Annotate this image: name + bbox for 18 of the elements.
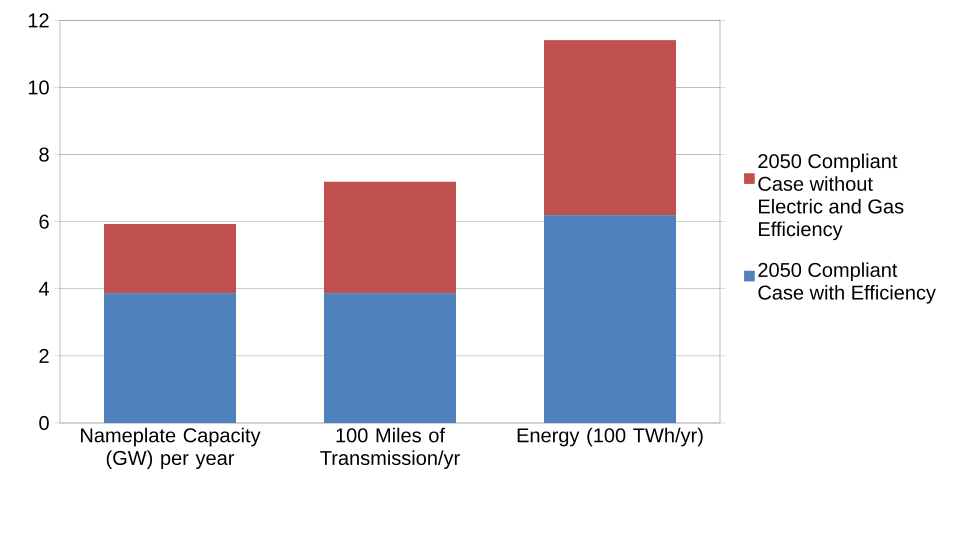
y-tick-label: 2 (39, 348, 49, 363)
y-tick-label: 12 (28, 13, 49, 28)
x-tick-label: 100 Miles of Transmission/yr (320, 428, 460, 470)
y-tick-label: 8 (39, 147, 49, 162)
bar (104, 224, 236, 294)
legend-label: 2050 Compliant Case with Efficiency (758, 262, 936, 304)
y-tick-label: 6 (40, 214, 49, 229)
y-tick-label: 10 (28, 80, 49, 95)
y-tick-label: 0 (39, 416, 49, 430)
y-tick-label: 4 (38, 282, 50, 296)
bar (324, 293, 456, 423)
bar (544, 215, 676, 423)
bar (324, 182, 456, 294)
x-tick-label: Nameplate Capacity (GW) per year (81, 428, 261, 470)
x-tick-label: Energy (100 TWh/yr) (518, 428, 703, 446)
bar (544, 40, 676, 216)
legend-label: 2050 Compliant Case without Electric and Gas Efficiency (758, 154, 904, 240)
bar (104, 293, 236, 423)
